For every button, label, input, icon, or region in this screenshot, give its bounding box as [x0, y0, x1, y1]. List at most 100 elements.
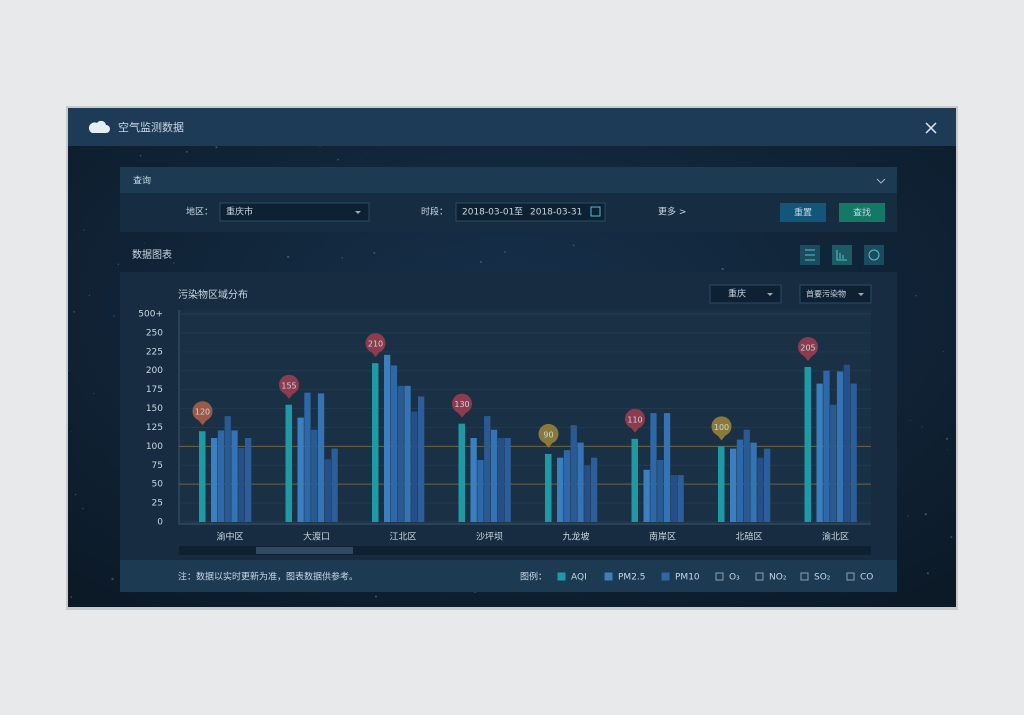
- bar: [591, 457, 598, 522]
- star: [337, 158, 339, 161]
- star: [926, 572, 929, 575]
- bar: [390, 365, 398, 522]
- cloud-icon: [88, 120, 110, 133]
- scrollbar[interactable]: [179, 546, 871, 555]
- bar: [331, 448, 338, 522]
- star: [185, 150, 188, 153]
- date-range[interactable]: [455, 202, 606, 222]
- star: [947, 449, 948, 451]
- y-tick-label: 250: [146, 328, 163, 338]
- legend-swatch[interactable]: [715, 572, 724, 581]
- value-label: 100: [714, 423, 729, 432]
- value-label: 110: [627, 415, 642, 424]
- legend-label: PM2.5: [618, 573, 646, 583]
- star: [915, 295, 917, 297]
- bar: [477, 459, 484, 522]
- y-tick-label: 175: [146, 385, 163, 395]
- legend-swatch[interactable]: [755, 572, 764, 581]
- y-tick-label: 500+: [138, 310, 163, 320]
- bar: [211, 438, 218, 522]
- star: [83, 229, 85, 231]
- x-tick-label: 九龙坡: [562, 531, 589, 543]
- legend-label: PM10: [675, 573, 700, 583]
- bar: [557, 457, 564, 522]
- star: [215, 146, 218, 149]
- city-select[interactable]: [709, 284, 782, 304]
- value-label: 155: [281, 381, 296, 390]
- bar: [304, 392, 311, 522]
- star: [921, 426, 923, 428]
- star: [93, 392, 95, 395]
- bar: [285, 404, 292, 522]
- value-label: 130: [454, 400, 469, 409]
- bar: [836, 371, 844, 522]
- value-pin-head: [279, 374, 299, 395]
- legend-swatch[interactable]: [800, 572, 809, 581]
- bar: [297, 417, 304, 522]
- bar: [657, 459, 664, 522]
- bar: [484, 416, 491, 522]
- star: [139, 154, 142, 157]
- search-button[interactable]: [839, 203, 885, 222]
- legend-label: O₃: [729, 573, 740, 583]
- y-tick-label: 100: [146, 442, 163, 452]
- bar: [497, 438, 504, 522]
- region-value: 重庆市: [226, 206, 253, 218]
- pollutant-select[interactable]: [799, 284, 872, 304]
- bar: [718, 446, 725, 522]
- legend-swatch[interactable]: [846, 572, 855, 581]
- bar: [823, 370, 830, 522]
- close-button[interactable]: [925, 122, 937, 134]
- chart-view-button[interactable]: [832, 245, 852, 265]
- bar: [311, 429, 318, 522]
- search-label: 查找: [853, 207, 871, 219]
- star: [954, 152, 956, 153]
- star: [144, 242, 145, 244]
- bar: [217, 430, 225, 522]
- star: [341, 257, 344, 259]
- bar: [317, 393, 325, 522]
- refresh-button[interactable]: [864, 245, 884, 265]
- bar: [730, 448, 737, 522]
- y-tick-label: 150: [146, 404, 163, 414]
- bar: [545, 453, 552, 522]
- query-header: [120, 167, 897, 193]
- star: [74, 493, 77, 496]
- value-label: 90: [543, 430, 553, 439]
- star: [479, 260, 482, 263]
- select-arrow: [767, 293, 773, 296]
- bar: [563, 450, 571, 522]
- star: [361, 158, 362, 160]
- bar: [850, 383, 857, 522]
- bar: [404, 385, 411, 522]
- bar: [411, 411, 418, 522]
- collapse-icon[interactable]: [876, 178, 886, 184]
- bar: [804, 366, 811, 522]
- star: [173, 262, 175, 264]
- legend-swatch[interactable]: [557, 572, 566, 581]
- star: [572, 244, 575, 247]
- region-label: 地区：: [186, 206, 213, 218]
- calendar-icon[interactable]: [590, 206, 601, 217]
- value-pin-head: [625, 408, 645, 429]
- star: [919, 382, 921, 384]
- legend-swatch[interactable]: [661, 572, 670, 581]
- bar: [199, 431, 206, 522]
- section-title: 数据图表: [132, 248, 172, 261]
- scroll-thumb[interactable]: [256, 547, 353, 554]
- bar: [372, 363, 379, 522]
- legend-swatch[interactable]: [604, 572, 613, 581]
- value-pin-head: [192, 401, 213, 422]
- bar: [504, 438, 511, 522]
- bar: [577, 442, 584, 522]
- bar: [490, 429, 498, 522]
- more-link[interactable]: 更多 >: [658, 206, 686, 218]
- region-select[interactable]: [219, 202, 370, 222]
- legend-label: CO: [860, 573, 873, 583]
- bar: [231, 430, 238, 522]
- bar: [650, 413, 657, 522]
- y-tick-label: 200: [146, 366, 163, 376]
- reset-button[interactable]: [780, 203, 826, 222]
- refresh-icon: [868, 249, 880, 261]
- y-tick-label: 25: [152, 499, 163, 509]
